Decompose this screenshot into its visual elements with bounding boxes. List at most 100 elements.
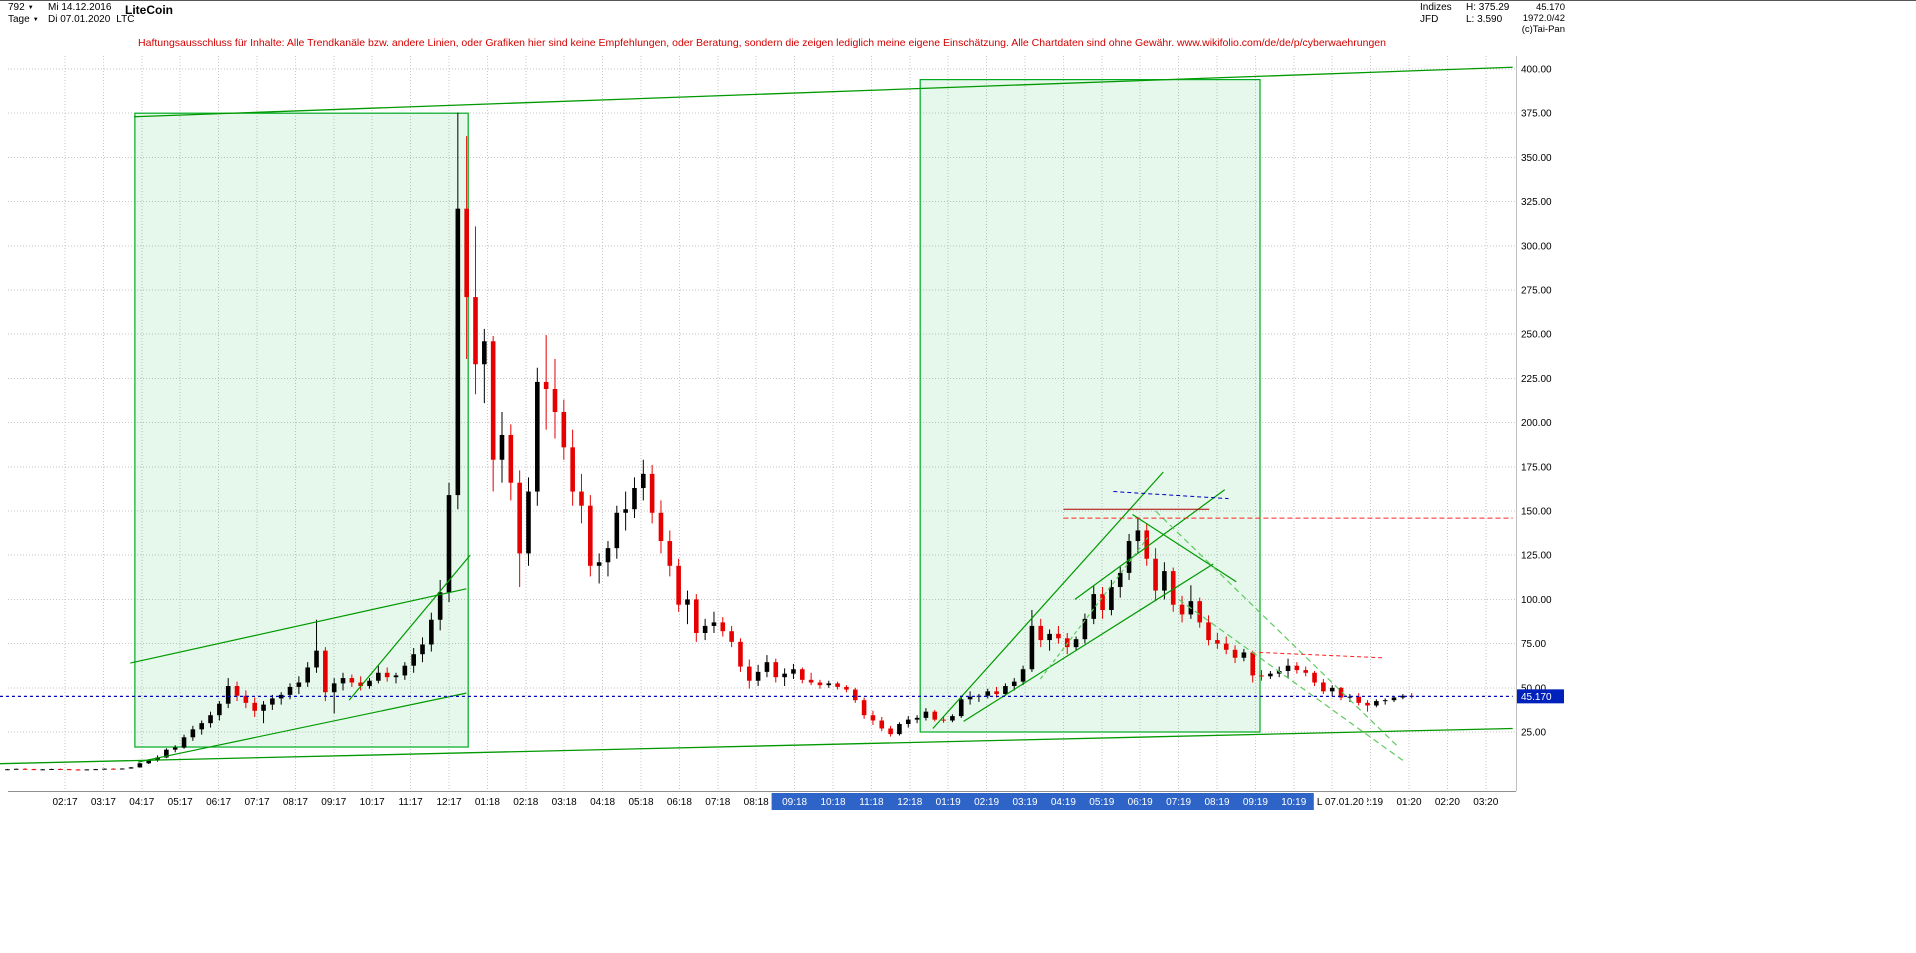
upper-2019-channel xyxy=(1074,489,1226,600)
dashed-2019-rise xyxy=(1039,537,1149,680)
instrument-title: LiteCoin xyxy=(125,3,173,17)
svg-text:01:18: 01:18 xyxy=(475,797,500,808)
svg-text:01:19: 01:19 xyxy=(936,797,961,808)
svg-text:04:18: 04:18 xyxy=(590,797,615,808)
symbol-code: LTC xyxy=(116,14,135,25)
svg-text:125.00: 125.00 xyxy=(1521,551,1552,562)
price-axis-labels: 400.00 375.00 350.00 325.00 300.00 275.00 250.… xyxy=(1521,65,1552,739)
svg-text:350.00: 350.00 xyxy=(1521,153,1552,164)
period-high: H: 375.29 xyxy=(1466,2,1510,13)
svg-text:10:17: 10:17 xyxy=(360,797,385,808)
svg-text:09:17: 09:17 xyxy=(321,797,346,808)
grid xyxy=(8,56,1517,792)
trendlines xyxy=(0,66,1513,765)
disclaimer-text: Haftungsausschluss für Inhalte: Alle Tre… xyxy=(138,37,1386,49)
svg-text:09:19: 09:19 xyxy=(1243,797,1268,808)
period-dropdown[interactable]: Tage ▼ xyxy=(8,14,42,25)
svg-text:12:18: 12:18 xyxy=(897,797,922,808)
svg-text:325.00: 325.00 xyxy=(1521,197,1552,208)
chart-start-date: Mi 14.12.2016 xyxy=(48,2,112,13)
dashed-decline-2 xyxy=(1178,598,1406,763)
bull-run-2019-box xyxy=(919,79,1261,733)
svg-text:175.00: 175.00 xyxy=(1521,462,1552,473)
svg-text:12:19: 12:19 xyxy=(1358,797,1383,808)
svg-text:11:18: 11:18 xyxy=(859,797,884,808)
svg-text:03:19: 03:19 xyxy=(1012,797,1037,808)
period-low: L: 3.590 xyxy=(1466,14,1503,25)
svg-text:25.00: 25.00 xyxy=(1521,728,1546,739)
svg-text:08:18: 08:18 xyxy=(744,797,769,808)
svg-text:275.00: 275.00 xyxy=(1521,286,1552,297)
last-price-badge-text: 45.170 xyxy=(1521,692,1552,703)
svg-text:10:19: 10:19 xyxy=(1281,797,1306,808)
svg-text:300.00: 300.00 xyxy=(1521,241,1552,252)
svg-text:150.00: 150.00 xyxy=(1521,507,1552,518)
svg-text:03:18: 03:18 xyxy=(552,797,577,808)
candles xyxy=(5,112,1414,771)
svg-text:06:17: 06:17 xyxy=(206,797,231,808)
svg-text:04:19: 04:19 xyxy=(1051,797,1076,808)
trend-boxes xyxy=(134,79,1261,748)
svg-text:01:20: 01:20 xyxy=(1396,797,1421,808)
channel-2017-support xyxy=(137,692,467,763)
axis-column-header: 45.170 1972.0/42 (c)Tai-Pan xyxy=(1511,2,1565,35)
quote-row-low: JFD L: 3.590 xyxy=(1420,14,1509,26)
accel-2017-support xyxy=(348,554,471,701)
svg-text:06:19: 06:19 xyxy=(1128,797,1153,808)
caret-down-icon: ▼ xyxy=(27,4,34,11)
svg-text:02:19: 02:19 xyxy=(974,797,999,808)
svg-text:03:17: 03:17 xyxy=(91,797,116,808)
chart-end-date: Di 07.01.2020 xyxy=(48,14,111,25)
header-left-row1: 792 ▼ Mi 14.12.2016 xyxy=(8,2,111,13)
header-quote-info: Indizes H: 375.29 JFD L: 3.590 xyxy=(1420,2,1509,26)
volume-ratio-text: 1972.0/42 xyxy=(1522,13,1565,24)
quote-row-high: Indizes H: 375.29 xyxy=(1420,2,1509,14)
svg-text:07:19: 07:19 xyxy=(1166,797,1191,808)
dashed-decline-1 xyxy=(1155,510,1398,747)
svg-text:08:17: 08:17 xyxy=(283,797,308,808)
svg-text:400.00: 400.00 xyxy=(1521,65,1552,76)
svg-text:03:20: 03:20 xyxy=(1473,797,1498,808)
chart-canvas: 400.00 375.00 350.00 325.00 300.00 275.00 250.… xyxy=(0,56,1564,810)
svg-text:06:18: 06:18 xyxy=(667,797,692,808)
svg-text:02:18: 02:18 xyxy=(513,797,538,808)
mid-2019-support xyxy=(963,563,1214,722)
steep-2019-support xyxy=(932,471,1164,729)
bar-count-dropdown[interactable]: 792 ▼ xyxy=(8,2,42,13)
svg-text:10:18: 10:18 xyxy=(820,797,845,808)
period-value: Tage xyxy=(8,14,30,25)
svg-text:375.00: 375.00 xyxy=(1521,109,1552,120)
svg-text:02:17: 02:17 xyxy=(52,797,77,808)
svg-text:12:17: 12:17 xyxy=(436,797,461,808)
svg-text:08:19: 08:19 xyxy=(1204,797,1229,808)
svg-text:02:20: 02:20 xyxy=(1435,797,1460,808)
svg-text:05:18: 05:18 xyxy=(628,797,653,808)
long-upper-trendline xyxy=(134,66,1513,118)
svg-text:75.00: 75.00 xyxy=(1521,639,1546,650)
last-date-marker: L 07.01.20 xyxy=(1317,797,1364,808)
svg-text:100.00: 100.00 xyxy=(1521,595,1552,606)
svg-text:07:17: 07:17 xyxy=(244,797,269,808)
bull-run-2017-box xyxy=(134,112,469,748)
last-price-badge xyxy=(1517,689,1564,704)
svg-text:07:18: 07:18 xyxy=(705,797,730,808)
svg-text:05:19: 05:19 xyxy=(1089,797,1114,808)
caret-down-icon: ▼ xyxy=(32,16,39,23)
peak-blue-dashed xyxy=(1113,491,1229,500)
visible-range-band[interactable] xyxy=(771,793,1314,810)
svg-text:50.00: 50.00 xyxy=(1521,683,1546,694)
svg-text:11:17: 11:17 xyxy=(398,797,423,808)
minor-red-dashed xyxy=(1259,651,1383,659)
month-axis-labels: 02:17 03:17 04:17 05:17 06:17 07:17 08:17 09:17… xyxy=(52,797,1498,808)
decline-from-peak-2019 xyxy=(1132,514,1237,583)
last-price-text: 45.170 xyxy=(1535,2,1565,13)
bar-count-value: 792 xyxy=(8,2,25,13)
feed-category: Indizes xyxy=(1420,2,1452,13)
channel-2017-resistance xyxy=(130,588,467,664)
svg-text:05:17: 05:17 xyxy=(168,797,193,808)
svg-text:09:18: 09:18 xyxy=(782,797,807,808)
header-left-row2: Tage ▼ Di 07.01.2020 LTC xyxy=(8,14,134,25)
svg-text:225.00: 225.00 xyxy=(1521,374,1552,385)
svg-text:250.00: 250.00 xyxy=(1521,330,1552,341)
